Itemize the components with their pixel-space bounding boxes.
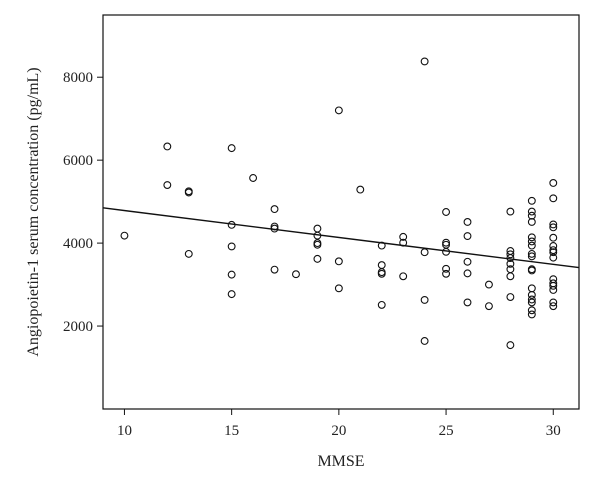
data-point — [399, 232, 408, 241]
y-tick-label: 6000 — [63, 153, 93, 169]
y-axis: 2000 4000 6000 8000 — [63, 70, 103, 335]
data-point — [506, 250, 515, 259]
data-point — [506, 259, 515, 268]
data-point — [527, 252, 536, 261]
data-point — [163, 181, 172, 189]
data-point — [270, 205, 279, 214]
x-axis: 10 15 20 25 30 — [117, 409, 561, 439]
data-point — [227, 242, 236, 251]
data-point — [549, 233, 558, 242]
data-point — [377, 261, 386, 270]
y-tick-label: 2000 — [63, 319, 93, 335]
x-tick-label: 10 — [117, 423, 132, 439]
data-point — [527, 298, 536, 307]
data-point — [334, 284, 343, 293]
data-point — [549, 298, 558, 307]
data-points — [120, 57, 558, 350]
data-point — [270, 265, 279, 274]
data-point — [549, 253, 558, 262]
data-point — [527, 237, 536, 246]
data-point — [527, 290, 536, 299]
data-point — [506, 207, 515, 216]
data-point — [463, 257, 472, 266]
x-axis-label: MMSE — [317, 453, 364, 470]
data-point — [549, 179, 558, 187]
plot-frame — [102, 14, 580, 410]
data-point — [313, 240, 322, 249]
data-point — [442, 269, 451, 278]
data-point — [420, 295, 429, 304]
data-point — [442, 238, 451, 247]
data-point — [527, 241, 536, 250]
data-point — [549, 242, 558, 250]
data-point — [527, 218, 536, 226]
data-point — [549, 223, 558, 232]
regression-line — [102, 207, 580, 269]
data-point — [184, 188, 193, 197]
data-point — [420, 248, 429, 257]
data-point — [484, 302, 493, 311]
data-point — [527, 249, 536, 258]
data-point — [463, 232, 472, 241]
data-point — [463, 298, 472, 307]
data-point — [292, 270, 300, 279]
data-point — [184, 249, 193, 258]
x-tick-label: 20 — [331, 423, 346, 439]
data-point — [484, 280, 493, 289]
data-point — [442, 208, 451, 216]
data-point — [313, 254, 322, 263]
x-tick-label: 30 — [546, 423, 561, 439]
data-point — [506, 272, 515, 281]
data-point — [549, 286, 558, 294]
data-point — [549, 248, 558, 257]
data-point — [420, 57, 429, 66]
data-point — [313, 224, 322, 233]
data-point — [249, 174, 258, 182]
data-point — [377, 300, 386, 309]
data-point — [549, 281, 558, 290]
data-point — [527, 310, 536, 319]
data-point — [442, 264, 451, 273]
data-point — [377, 269, 386, 278]
data-point — [399, 272, 408, 281]
data-point — [356, 185, 365, 194]
data-point — [527, 233, 536, 242]
data-point — [527, 306, 536, 315]
data-point — [549, 302, 558, 311]
data-point — [334, 257, 343, 266]
data-point — [463, 269, 472, 278]
x-tick-label: 15 — [224, 423, 239, 439]
data-point — [527, 284, 536, 293]
data-point — [527, 196, 536, 205]
data-point — [334, 106, 343, 115]
data-point — [463, 218, 472, 226]
data-point — [163, 142, 172, 151]
y-axis-label: Angiopoietin-1 serum concentration (pg/m… — [25, 67, 42, 356]
data-point — [527, 295, 536, 304]
data-point — [506, 341, 515, 350]
y-tick-label: 4000 — [63, 236, 93, 252]
data-point — [549, 220, 558, 229]
data-point — [227, 270, 236, 279]
data-point — [420, 337, 429, 345]
data-point — [120, 231, 129, 240]
data-point — [227, 290, 236, 299]
x-tick-label: 25 — [439, 423, 454, 439]
y-tick-label: 8000 — [63, 70, 93, 86]
data-point — [527, 211, 536, 220]
data-point — [527, 266, 536, 275]
data-point — [527, 207, 536, 216]
data-point — [549, 194, 558, 203]
data-point — [227, 144, 236, 153]
data-point — [506, 293, 515, 301]
data-point — [549, 246, 558, 255]
